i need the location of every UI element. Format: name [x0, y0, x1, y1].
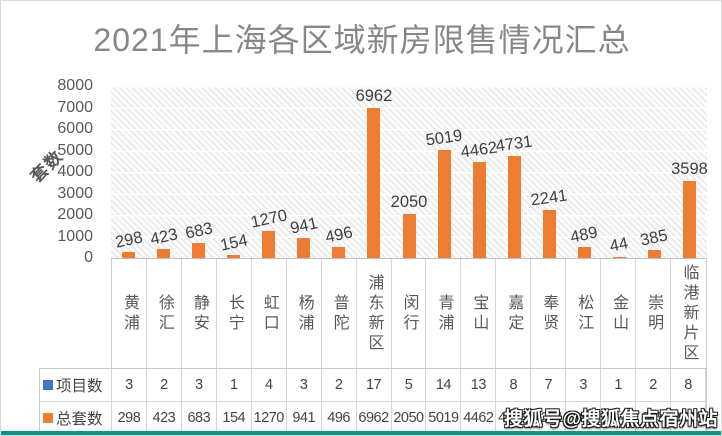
y-axis-tick-label: 5000: [57, 141, 93, 159]
table-value-cell: 3: [181, 369, 217, 402]
category-cell: 浦东新区: [357, 259, 392, 368]
category-cell: 奉贤: [531, 259, 567, 368]
bar-value-label: 3598: [671, 159, 708, 178]
y-axis-tick-label: 0: [84, 249, 93, 266]
y-axis-tick-label: 6000: [57, 120, 93, 137]
bar: [647, 249, 661, 258]
bar: [472, 162, 486, 258]
bar-value-label: 6962: [355, 87, 393, 106]
bar: [577, 247, 591, 258]
table-value-cell: 683: [181, 402, 217, 434]
bar: [542, 209, 556, 258]
series-row-label: 总套数: [40, 402, 112, 434]
category-cell: 宝山: [461, 259, 497, 368]
legend-swatch: [43, 380, 53, 390]
y-axis-tick-label: 4000: [57, 163, 93, 180]
table-value-cell: 2050: [391, 402, 427, 434]
table-value-cell: 496: [321, 402, 357, 434]
category-cell: 长宁: [217, 259, 252, 368]
table-value-cell: 1: [216, 369, 252, 402]
bar: [367, 108, 381, 258]
table-value-cell: 5: [391, 369, 427, 402]
table-value-cell: 7: [531, 369, 567, 402]
category-cell: 金山: [601, 259, 637, 368]
table-value-cell: 6962: [356, 402, 392, 434]
bar: [682, 180, 696, 258]
y-axis-tick-label: 3000: [57, 184, 93, 202]
table-value-cell: 4: [251, 369, 287, 402]
y-axis-tick-label: 8000: [57, 77, 93, 94]
bar: [192, 243, 206, 258]
table-value-cell: 3: [286, 369, 322, 402]
table-value-cell: 3: [566, 369, 602, 402]
table-value-cell: 3: [112, 369, 147, 402]
category-cell: 临港新片区: [680, 263, 698, 364]
category-cell: 崇明: [636, 259, 672, 368]
category-cell: 黄浦: [112, 259, 147, 368]
table-value-cell: 154: [216, 402, 252, 434]
category-cell: 徐汇: [147, 259, 182, 368]
series-name: 项目数: [56, 378, 103, 395]
bar: [297, 237, 311, 258]
series-row-label: 项目数: [40, 369, 112, 402]
table-value-cell: 1: [601, 369, 637, 402]
bar: [157, 248, 171, 258]
bottom-accent-bar: [1, 431, 721, 435]
bar: [437, 150, 451, 258]
bar-value-label: 2050: [390, 192, 428, 211]
bar: [332, 247, 346, 258]
table-value-cell: 423: [146, 402, 182, 434]
table-value-cell: 2: [146, 369, 182, 402]
category-cell: 虹口: [252, 259, 287, 368]
category-cell: 普陀: [322, 259, 357, 368]
table-value-cell: 1270: [251, 402, 287, 434]
summary-data-table: 项目数 3 2 3 1 4 3 2 17 5 14 13 8 7 3 1 2 8 总套数 298 423 683 154 12…: [39, 368, 707, 434]
y-axis-tick-label: 2000: [57, 206, 93, 223]
table-value-cell: 941: [286, 402, 322, 434]
table-value-cell: 13: [461, 369, 497, 402]
category-cell: 嘉定: [496, 259, 532, 368]
legend-swatch: [43, 412, 53, 423]
bar: [122, 251, 136, 258]
category-cell: 青浦: [426, 259, 462, 368]
table-value-cell: 17: [356, 369, 392, 402]
y-axis-tick-label: 1000: [57, 227, 93, 245]
table-value-cell: 14: [426, 369, 462, 402]
bar: [262, 230, 276, 258]
chart-title: 2021年上海各区域新房限售情况汇总: [93, 22, 631, 58]
x-axis-category-row: 黄浦 徐汇 静安 长宁 虹口 杨浦 普陀 浦东新区 闵行 青浦 宝山 嘉定 奉贤 松江 金山 崇明 临港新片区: [111, 258, 707, 368]
table-value-cell: 5019: [426, 402, 462, 434]
bar: [612, 257, 626, 258]
bar: [402, 213, 416, 258]
table-value-cell: 298: [112, 402, 147, 434]
table-value-cell: 4462: [461, 402, 497, 434]
category-cell: 松江: [566, 259, 602, 368]
bar: [227, 254, 241, 258]
table-value-cell: 8: [671, 369, 706, 402]
category-cell: 杨浦: [287, 259, 322, 368]
table-value-cell: 2: [636, 369, 672, 402]
category-cell: 闵行: [392, 259, 427, 368]
y-axis-tick-label: 7000: [57, 98, 93, 116]
category-cell: 静安: [182, 259, 217, 368]
table-value-cell: 8: [496, 369, 532, 402]
watermark: 搜狐号@搜狐焦点宿州站: [503, 409, 718, 430]
bar: [507, 156, 521, 258]
series-name: 总套数: [56, 410, 103, 428]
table-value-cell: 2: [321, 369, 357, 402]
